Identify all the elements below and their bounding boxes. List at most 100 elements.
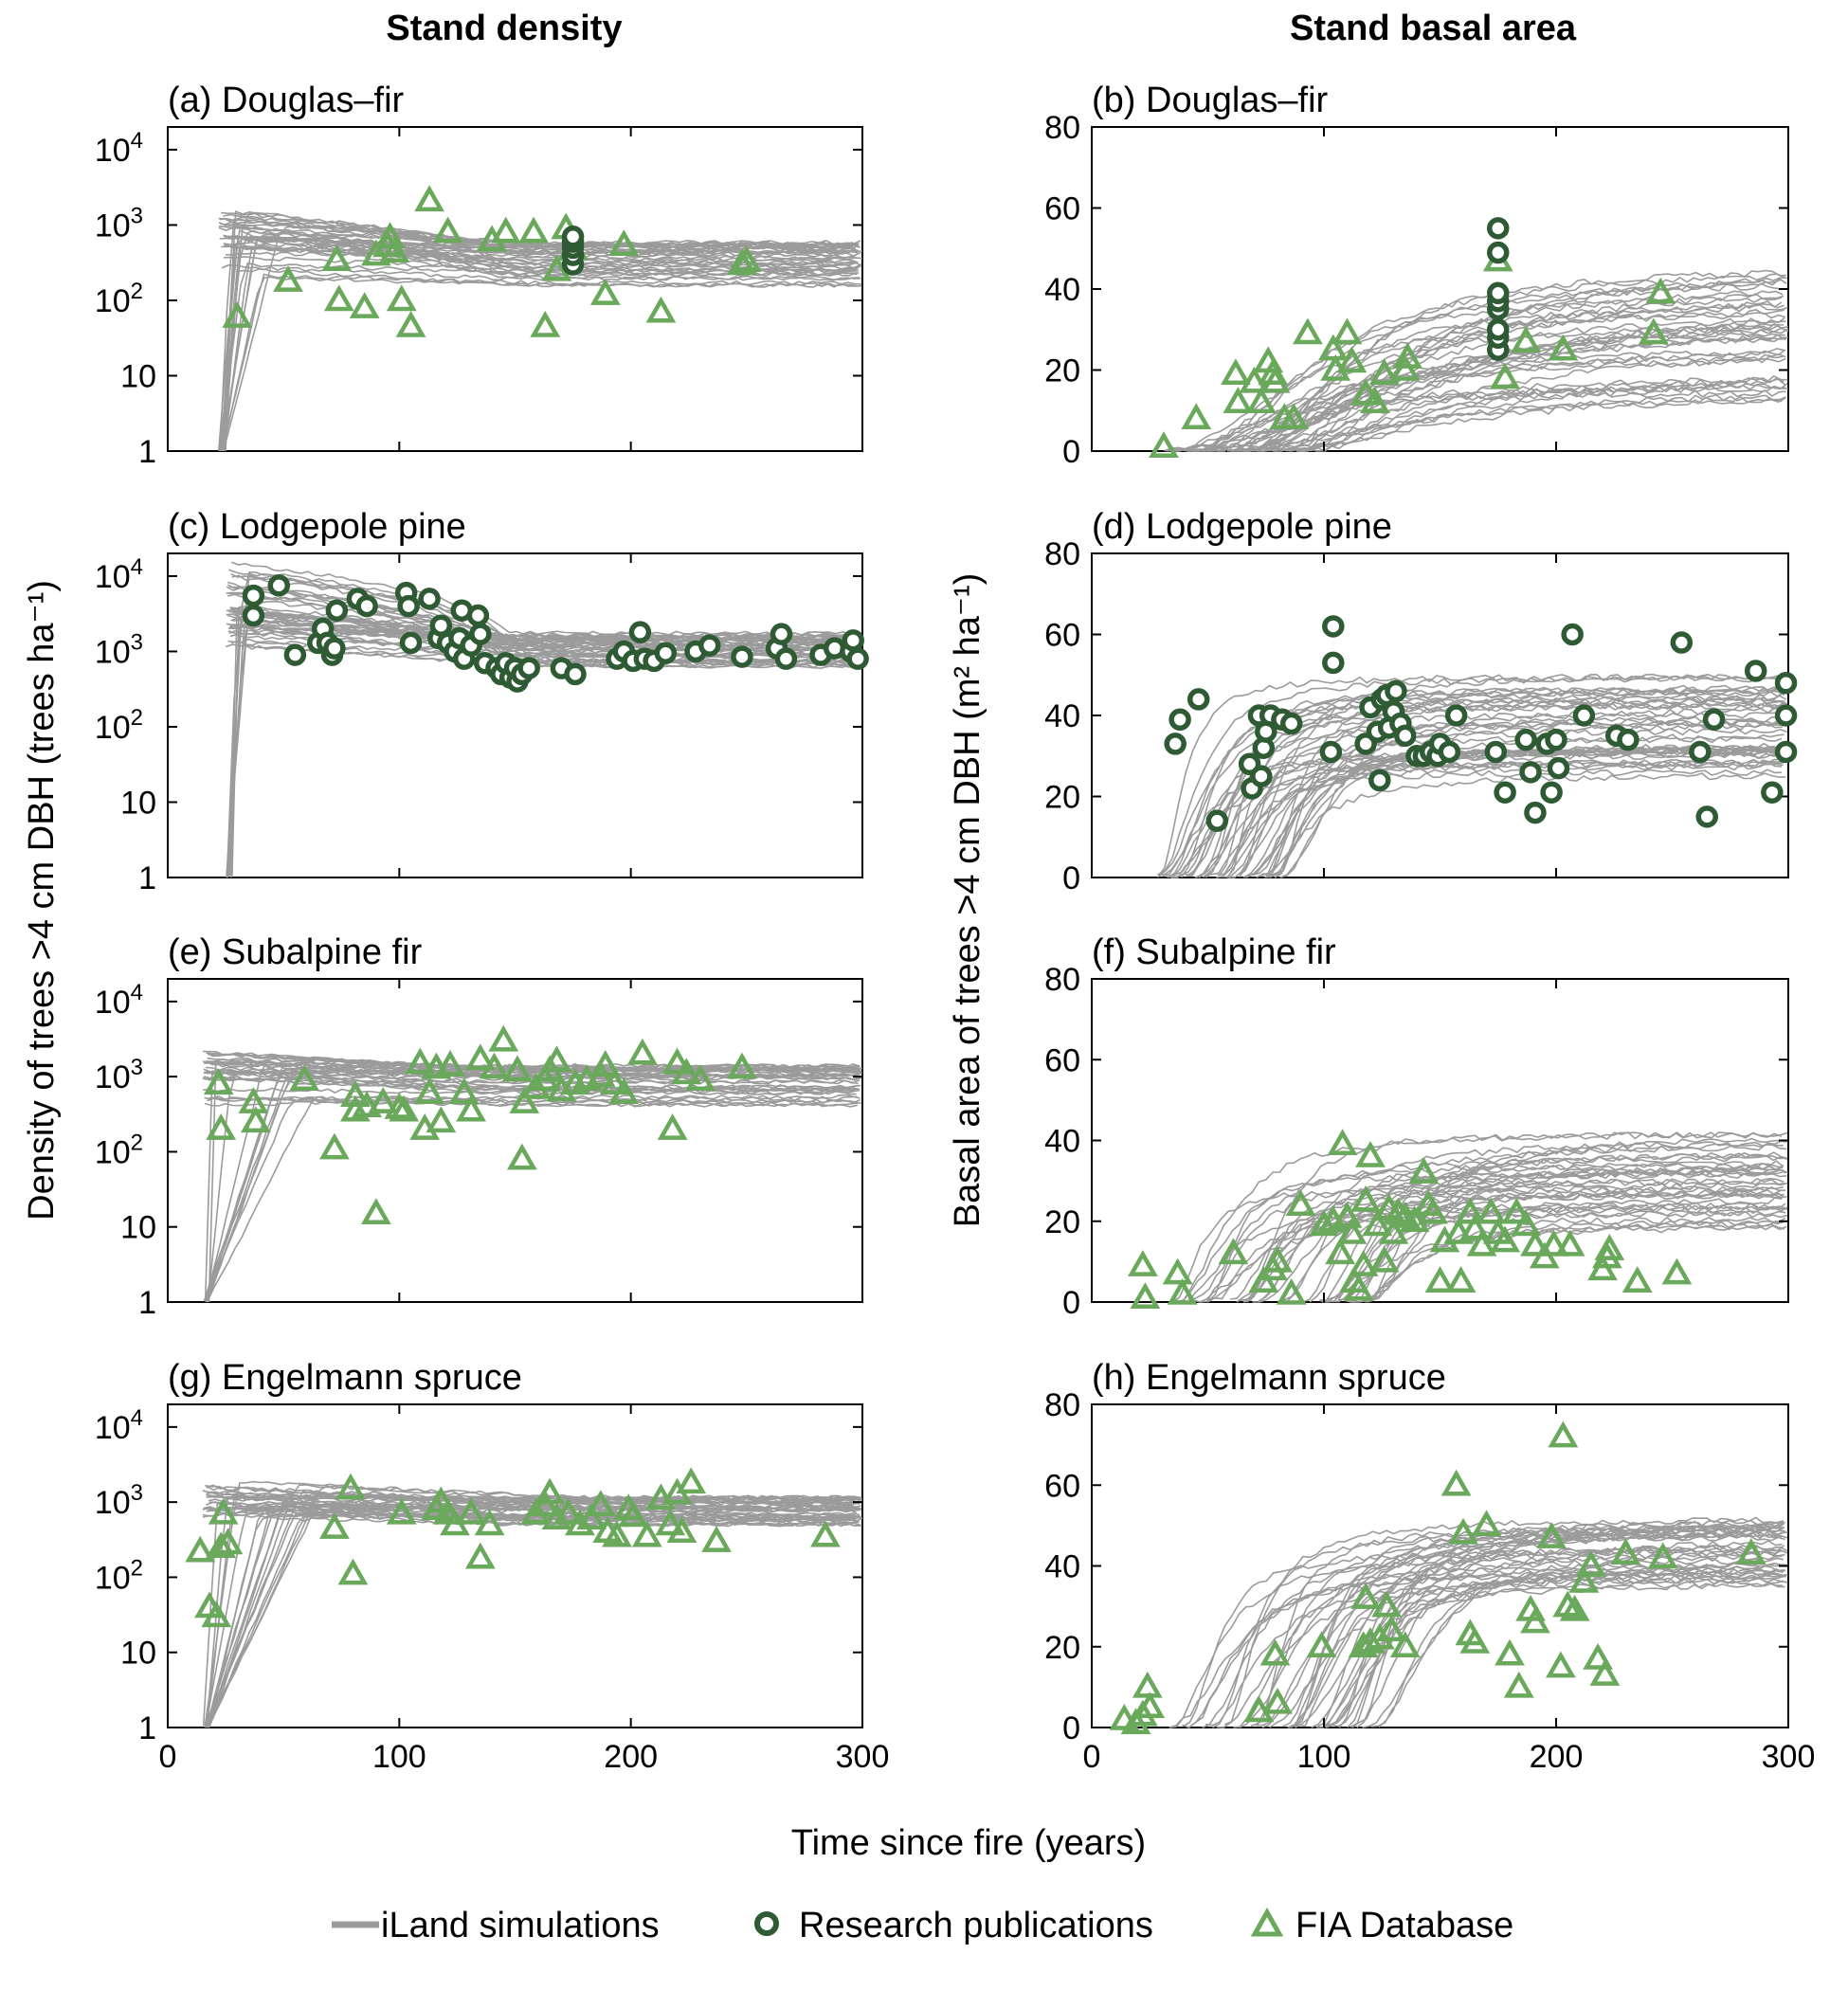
panel-title: (g) Engelmann spruce — [168, 1358, 522, 1398]
pub-point — [1322, 615, 1345, 638]
fia-point — [509, 1087, 540, 1113]
x-tick-label: 100 — [1297, 1739, 1351, 1775]
sim-line — [207, 1513, 861, 1728]
fia-point — [1278, 403, 1310, 430]
pub-point — [1187, 688, 1210, 711]
fia-point — [1610, 1538, 1641, 1565]
pub-point — [1279, 712, 1303, 735]
sim-line — [206, 1486, 861, 1506]
pub-point — [1319, 740, 1343, 764]
y-tick-label: 0 — [1062, 434, 1080, 470]
sim-line — [1157, 673, 1785, 878]
fia-point — [1259, 366, 1291, 393]
y-tick-label: 60 — [1044, 1042, 1080, 1078]
panel-8: (h) Engelmann spruce 0 100 200 300 0 20 40 60 80 — [1044, 1358, 1815, 1775]
pub-point — [698, 634, 721, 657]
fia-point — [1355, 1626, 1386, 1654]
fia-point — [1332, 317, 1363, 345]
fia-point — [1424, 1266, 1456, 1293]
fia-point — [212, 1528, 244, 1555]
pub-point — [242, 584, 265, 607]
x-axis-label: Time since fire (years) — [791, 1823, 1146, 1863]
sim-line — [1233, 1557, 1785, 1728]
fia-point — [1362, 1209, 1393, 1237]
sim-line — [223, 234, 862, 262]
fia-point — [456, 1497, 486, 1525]
sim-line — [1188, 1570, 1788, 1728]
fia-point — [810, 1520, 841, 1547]
fia-point — [1471, 1510, 1502, 1537]
pub-point — [355, 594, 378, 618]
pub-point — [1385, 679, 1407, 703]
x-tick-label: 200 — [1530, 1739, 1584, 1775]
fia-point — [631, 1520, 662, 1547]
fia-point — [1639, 317, 1669, 345]
legend-fia-label: FIA Database — [1295, 1906, 1513, 1945]
fia-point — [201, 1601, 232, 1628]
sim-line — [204, 1511, 859, 1728]
pub-point — [842, 629, 864, 652]
sim-line — [1215, 718, 1787, 878]
fia-point — [1221, 358, 1251, 386]
plot-frame — [167, 126, 863, 452]
sim-line — [1328, 1151, 1788, 1303]
sim-lines — [226, 561, 863, 878]
y-tick-label: 10 — [120, 1636, 156, 1672]
y-tick-label: 103 — [95, 629, 143, 670]
panel-title: (c) Lodgepole pine — [168, 507, 466, 547]
pub-point — [1572, 704, 1596, 727]
sim-line — [1185, 687, 1785, 877]
fia-point — [618, 1500, 648, 1528]
sim-line — [1339, 1202, 1786, 1301]
fia-point — [1325, 1238, 1356, 1265]
sim-line — [1252, 1140, 1783, 1303]
fia-point — [534, 1477, 566, 1505]
sim-line — [1274, 355, 1784, 452]
fia-point — [1503, 1671, 1534, 1698]
sim-line — [1255, 317, 1785, 452]
fia-point — [386, 284, 417, 312]
fia-point — [1538, 1229, 1569, 1257]
pub-point — [418, 588, 441, 610]
pub-point — [1689, 740, 1712, 764]
sim-line — [1182, 1562, 1788, 1728]
fia-point — [1109, 1703, 1140, 1730]
sim-line — [1269, 1583, 1785, 1728]
panel-title: (d) Lodgepole pine — [1092, 507, 1392, 547]
pub-point — [564, 662, 587, 686]
sim-line — [203, 1098, 858, 1301]
fia-point — [273, 265, 303, 292]
fia-point — [1245, 387, 1277, 413]
sim-line — [1226, 712, 1785, 878]
fia-point — [1511, 1209, 1542, 1237]
fia-point — [1371, 1590, 1403, 1618]
pub-point — [1487, 241, 1510, 264]
fia-point — [1392, 342, 1423, 369]
y-tick-label: 1 — [138, 1710, 156, 1746]
legend-sim-label: iLand simulations — [381, 1906, 660, 1945]
sim-line — [1233, 334, 1785, 452]
fia-point — [1466, 1229, 1497, 1257]
fia-point — [1350, 1185, 1381, 1212]
sim-lines — [1164, 269, 1789, 452]
panel-7: (g) Engelmann spruce 0 100 200 300 1 10 102 103 1… — [95, 1358, 890, 1775]
fia-point — [352, 1091, 383, 1117]
fia-point — [389, 1094, 420, 1122]
fia-point — [488, 1024, 519, 1052]
fia-point — [1389, 1631, 1421, 1657]
panel-6: (f) Subalpine fir 0 20 40 60 80 — [1044, 932, 1789, 1321]
fia-point — [1548, 1420, 1579, 1448]
fia-point — [321, 244, 353, 271]
y-axis-label-density: Density of trees >4 cm DBH (trees ha⁻¹) — [22, 580, 62, 1221]
sim-line — [1243, 1131, 1788, 1303]
pub-point — [1744, 660, 1767, 682]
sim-line — [218, 225, 859, 247]
sim-line — [227, 629, 861, 640]
sim-line — [1169, 1568, 1784, 1728]
fia-point — [340, 1080, 371, 1107]
y-tick-label: 103 — [95, 1480, 143, 1521]
fia-point — [1501, 1197, 1532, 1224]
fia-point — [206, 1113, 237, 1140]
fia-point — [1336, 346, 1368, 373]
panel-3: (c) Lodgepole pine 1 10 102 103 104 — [95, 507, 869, 896]
